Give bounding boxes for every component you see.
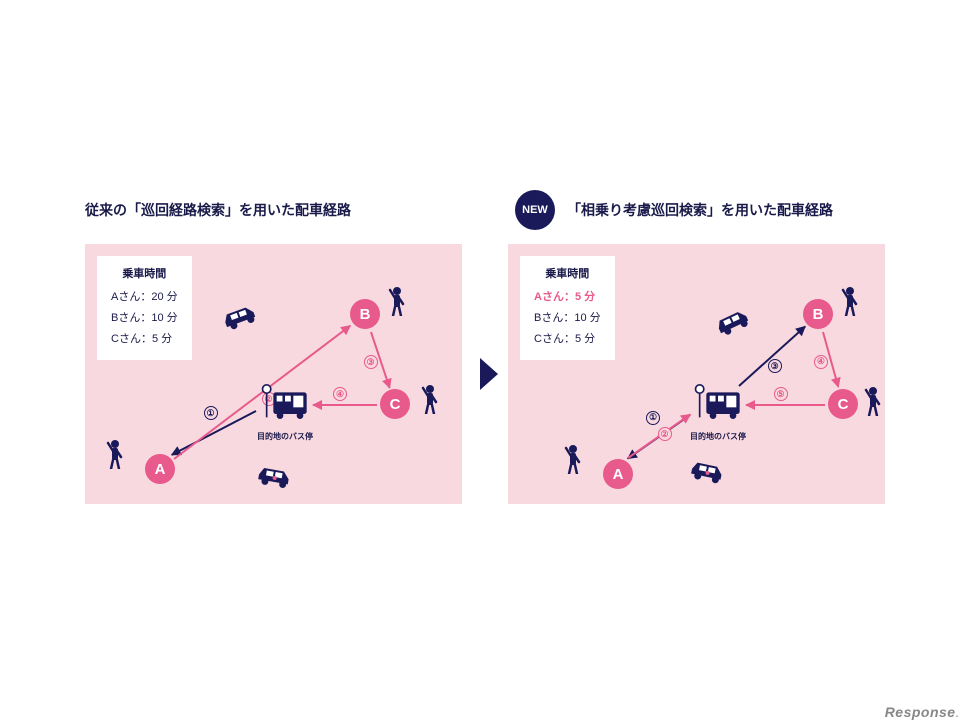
info-box: 乗車時間Aさん：5 分Bさん：10 分Cさん：5 分 xyxy=(520,256,615,360)
car-icon xyxy=(686,455,730,487)
node-c: C xyxy=(380,389,410,419)
person-icon xyxy=(420,384,440,414)
node-a: A xyxy=(603,459,633,489)
step-label: ① xyxy=(204,406,218,420)
bus-label: 目的地のバス停 xyxy=(683,431,753,442)
route-arrow xyxy=(738,326,805,387)
bus-stop-icon: 目的地のバス停 xyxy=(250,384,320,442)
step-label: ② xyxy=(658,427,672,441)
node-c: C xyxy=(828,389,858,419)
info-row: Cさん：5 分 xyxy=(111,329,178,350)
watermark: Response. xyxy=(885,704,960,720)
info-title: 乗車時間 xyxy=(534,264,601,285)
watermark-suffix: . xyxy=(956,704,960,720)
person-icon xyxy=(840,286,860,316)
person-icon xyxy=(387,286,407,316)
panels-row: 乗車時間Aさん：20 分Bさん：10 分Cさん：5 分①②③④目的地のバス停AB… xyxy=(85,244,885,504)
step-label: ④ xyxy=(814,355,828,369)
watermark-brand: Response xyxy=(885,704,956,720)
new-badge: NEW xyxy=(515,190,555,230)
panel-right: 乗車時間Aさん：5 分Bさん：10 分Cさん：5 分 ① ② ③ ④ ⑤ 目的地のバス停 A B… xyxy=(508,244,885,504)
bus-label: 目的地のバス停 xyxy=(250,431,320,442)
info-title: 乗車時間 xyxy=(111,264,178,285)
info-row: Bさん：10 分 xyxy=(534,308,601,329)
info-box: 乗車時間Aさん：20 分Bさん：10 分Cさん：5 分 xyxy=(97,256,192,360)
route-arrow xyxy=(746,404,825,406)
step-label: ⑤ xyxy=(774,387,788,401)
step-label: ③ xyxy=(768,359,782,373)
car-icon xyxy=(217,298,263,334)
left-title: 従来の「巡回経路検索」を用いた配車経路 xyxy=(85,200,465,220)
person-icon xyxy=(105,439,125,469)
car-icon xyxy=(253,461,297,492)
right-header: NEW 「相乗り考慮巡回検索」を用いた配車経路 xyxy=(515,190,833,230)
separator-arrow-icon xyxy=(480,358,498,390)
headers: 従来の「巡回経路検索」を用いた配車経路 NEW 「相乗り考慮巡回検索」を用いた配… xyxy=(85,190,885,230)
node-a: A xyxy=(145,454,175,484)
info-row: Aさん：5 分 xyxy=(534,287,601,308)
info-row: Bさん：10 分 xyxy=(111,308,178,329)
step-label: ④ xyxy=(333,387,347,401)
bus-stop-icon: 目的地のバス停 xyxy=(683,384,753,442)
info-row: Cさん：5 分 xyxy=(534,329,601,350)
panel-left: 乗車時間Aさん：20 分Bさん：10 分Cさん：5 分①②③④目的地のバス停AB… xyxy=(85,244,462,504)
info-row: Aさん：20 分 xyxy=(111,287,178,308)
node-b: B xyxy=(350,299,380,329)
diagram-container: 従来の「巡回経路検索」を用いた配車経路 NEW 「相乗り考慮巡回検索」を用いた配… xyxy=(85,190,885,504)
route-arrow xyxy=(313,404,377,406)
person-icon xyxy=(563,444,583,474)
step-label: ③ xyxy=(364,355,378,369)
step-label: ① xyxy=(646,411,660,425)
node-b: B xyxy=(803,299,833,329)
car-icon xyxy=(710,302,756,341)
person-icon xyxy=(863,386,883,416)
right-title: 「相乗り考慮巡回検索」を用いた配車経路 xyxy=(567,200,833,220)
